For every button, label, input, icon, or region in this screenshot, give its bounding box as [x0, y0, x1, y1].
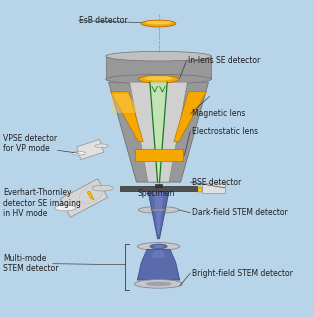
Polygon shape	[111, 92, 143, 142]
Text: Dark-field STEM detector: Dark-field STEM detector	[192, 208, 288, 217]
Polygon shape	[60, 179, 108, 217]
Polygon shape	[109, 82, 208, 182]
Text: EsB detector: EsB detector	[79, 16, 127, 25]
Ellipse shape	[106, 74, 211, 84]
Text: Multi-mode
STEM detector: Multi-mode STEM detector	[3, 254, 58, 273]
Polygon shape	[152, 250, 165, 258]
Ellipse shape	[141, 20, 176, 27]
Polygon shape	[154, 192, 163, 234]
Ellipse shape	[154, 245, 163, 248]
Ellipse shape	[138, 207, 179, 213]
Ellipse shape	[138, 243, 180, 250]
Text: Everhart-Thornley
detector SE imaging
in HV mode: Everhart-Thornley detector SE imaging in…	[3, 188, 81, 218]
Polygon shape	[174, 92, 207, 142]
Ellipse shape	[106, 51, 211, 61]
Ellipse shape	[134, 280, 182, 288]
Ellipse shape	[138, 75, 179, 83]
Text: VPSE detector
for VP mode: VPSE detector for VP mode	[3, 134, 57, 153]
Polygon shape	[77, 139, 104, 160]
Text: Specimen: Specimen	[138, 189, 175, 198]
Polygon shape	[148, 191, 169, 239]
Text: Magnetic lens: Magnetic lens	[192, 109, 246, 118]
Ellipse shape	[72, 151, 85, 155]
Polygon shape	[130, 82, 187, 182]
Ellipse shape	[92, 185, 113, 191]
Text: In-lens SE detector: In-lens SE detector	[188, 56, 261, 66]
Ellipse shape	[55, 205, 76, 211]
Ellipse shape	[95, 144, 108, 148]
Bar	[198, 187, 202, 192]
Ellipse shape	[151, 209, 166, 211]
Polygon shape	[138, 249, 180, 280]
Bar	[155, 184, 162, 187]
Ellipse shape	[146, 21, 171, 24]
Polygon shape	[87, 191, 94, 199]
Polygon shape	[106, 56, 211, 79]
Bar	[202, 183, 225, 193]
Text: Bright-field STEM detector: Bright-field STEM detector	[192, 269, 293, 278]
Text: Electrostatic lens: Electrostatic lens	[192, 126, 258, 136]
Polygon shape	[111, 94, 141, 113]
Ellipse shape	[146, 282, 171, 286]
Polygon shape	[134, 149, 182, 161]
Text: BSE detector: BSE detector	[192, 178, 241, 186]
Ellipse shape	[145, 76, 172, 80]
Ellipse shape	[150, 244, 167, 249]
Polygon shape	[150, 82, 167, 182]
Bar	[120, 186, 197, 191]
